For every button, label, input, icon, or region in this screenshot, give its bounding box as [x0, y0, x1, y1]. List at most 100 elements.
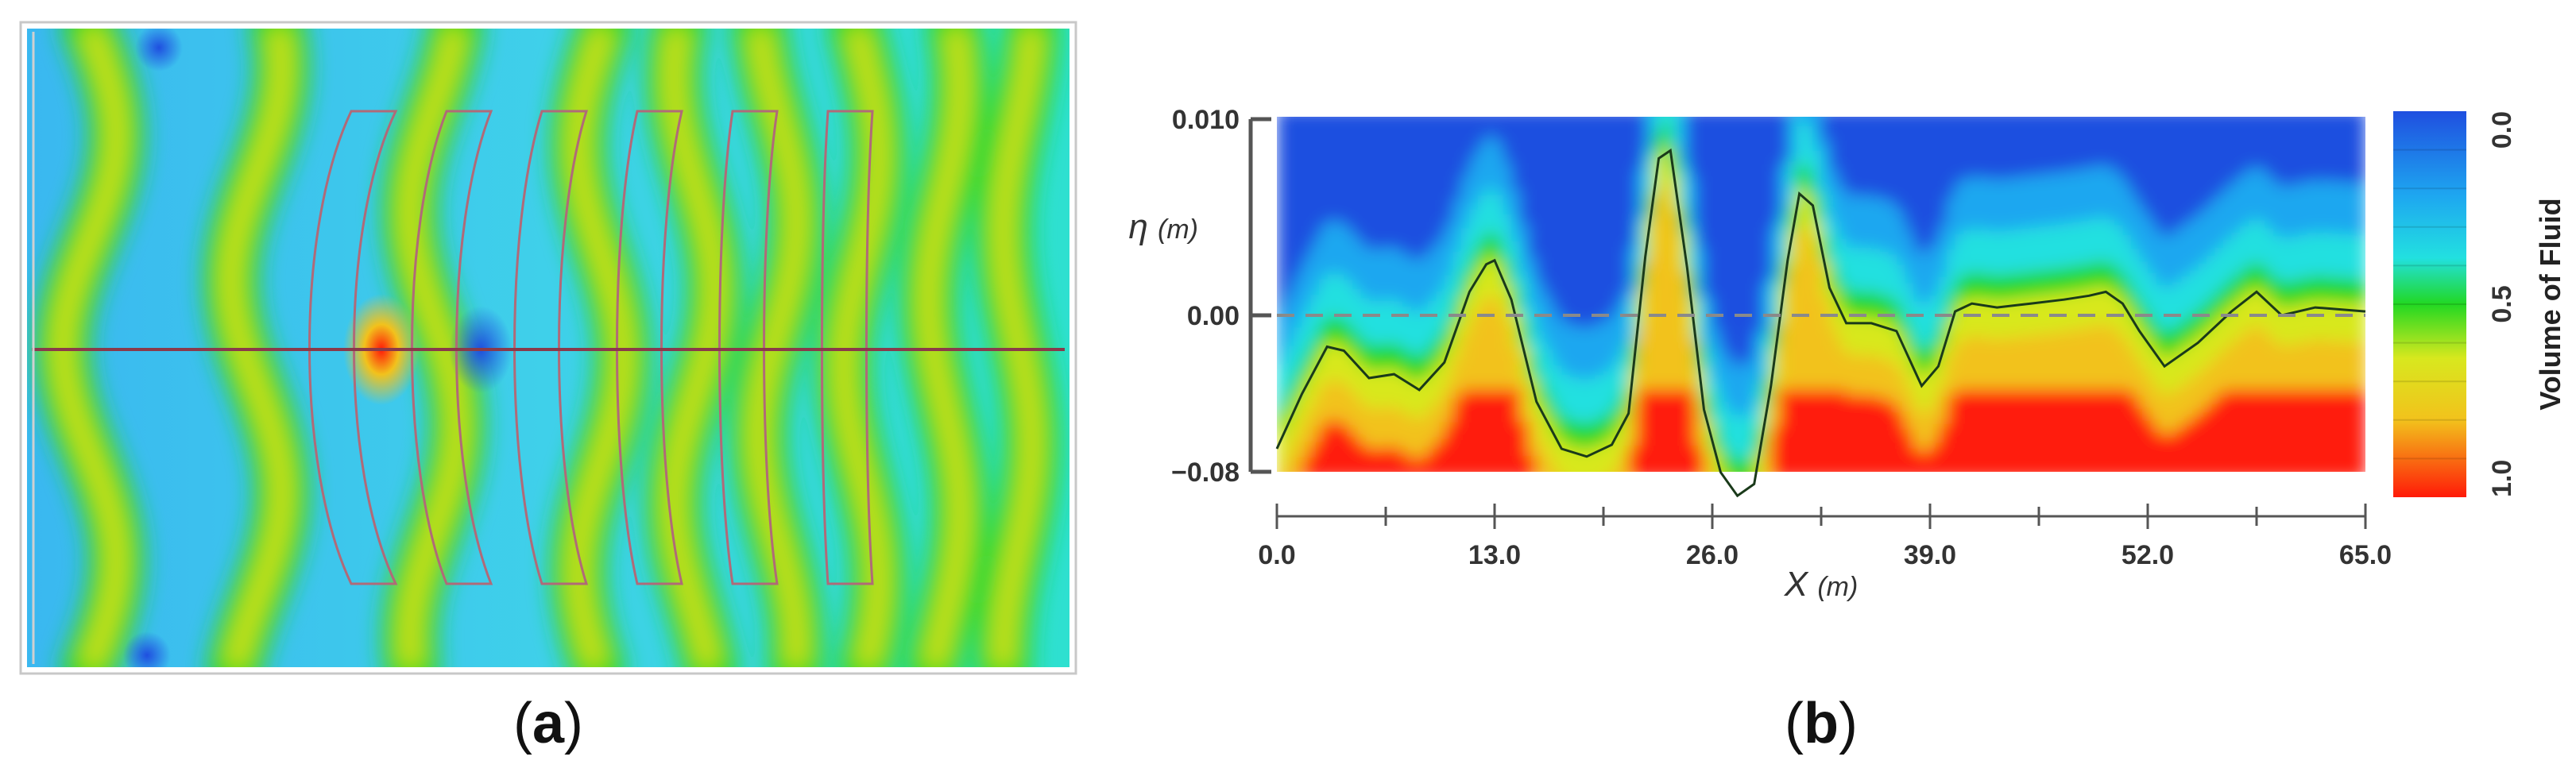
vof-cell	[1486, 256, 1495, 295]
vof-cell	[1988, 338, 1998, 389]
vof-cell	[1997, 117, 2006, 180]
vof-cell	[1327, 315, 1336, 342]
vof-cell	[2030, 334, 2040, 389]
vof-cell	[2298, 303, 2308, 342]
vof-cell	[1511, 389, 1521, 472]
vof-cell	[1611, 361, 1621, 406]
x-tick-label-2: 26.0	[1686, 540, 1739, 570]
vof-cell	[1921, 412, 1931, 453]
vof-cell	[1938, 117, 1947, 226]
vof-cell	[1469, 389, 1479, 472]
vof-cell	[1905, 117, 1914, 232]
vof-cell	[1963, 178, 1973, 230]
vof-cell	[1344, 387, 1353, 427]
vof-cell	[1318, 426, 1329, 472]
vof-cell	[1947, 198, 1956, 250]
vof-cell	[2348, 342, 2358, 389]
vof-cell	[2206, 402, 2216, 472]
vof-cell	[1352, 237, 1362, 289]
vof-cell	[1477, 264, 1487, 303]
vof-cell	[2080, 264, 2091, 291]
vof-cell	[1913, 408, 1923, 449]
vof-cell	[2298, 117, 2308, 183]
vof-cell	[1386, 368, 1395, 407]
vof-cell	[1988, 180, 1998, 232]
vof-cell	[2097, 217, 2107, 261]
vof-cell	[1971, 336, 1982, 389]
vof-cell	[1787, 230, 1797, 268]
colorbar-gradient	[2393, 111, 2466, 497]
vof-cell	[1888, 323, 1897, 362]
vof-cell	[1896, 372, 1906, 412]
vof-cell	[1687, 228, 1696, 272]
vof-cell	[1611, 405, 1621, 431]
vof-cell	[1661, 185, 1672, 389]
vof-cell	[2357, 279, 2365, 305]
vof-cell	[2130, 117, 2141, 198]
vof-cell	[1661, 147, 1672, 185]
vof-cell	[2198, 263, 2207, 307]
vof-cell	[2206, 255, 2216, 299]
vof-cell	[2097, 324, 2107, 389]
vof-cell	[2323, 117, 2333, 182]
vof-cell	[1804, 170, 1814, 195]
panel-a-frame	[19, 21, 1077, 675]
vof-cell	[2323, 276, 2333, 303]
vof-cell	[1277, 407, 1286, 434]
vof-cell	[1603, 479, 1613, 519]
vof-cell	[1821, 261, 1831, 299]
vof-cell	[1436, 399, 1445, 438]
vof-cell	[1302, 353, 1312, 380]
vof-cell	[1770, 322, 1781, 349]
vof-cell	[1318, 386, 1329, 427]
vof-cell	[2273, 343, 2283, 389]
vof-cell	[2130, 292, 2141, 319]
vof-cell	[1645, 150, 1655, 195]
vof-cell	[1310, 442, 1320, 472]
vof-cell	[1921, 253, 1931, 306]
vof-cell	[1963, 230, 1973, 274]
coldspot-bottom	[123, 631, 171, 667]
vof-cell	[1704, 457, 1713, 472]
vof-cell	[1536, 377, 1546, 403]
vof-cell	[1386, 299, 1395, 343]
vof-cell	[2106, 326, 2115, 389]
vof-cell	[1586, 448, 1596, 472]
vof-cell	[2114, 173, 2124, 226]
vof-cell	[2072, 291, 2082, 330]
vof-cell	[1410, 311, 1421, 356]
vof-cell	[1536, 441, 1546, 472]
vof-cell	[1419, 457, 1429, 472]
vof-cell	[1511, 310, 1521, 349]
vof-cell	[1460, 228, 1471, 272]
vof-cell	[1704, 419, 1713, 457]
vof-cell	[1862, 195, 1873, 248]
vof-cell	[1561, 418, 1571, 444]
vof-cell	[1896, 213, 1906, 265]
vof-cell	[2348, 117, 2358, 183]
vof-cell	[1838, 346, 1847, 389]
vof-cell	[1654, 158, 1663, 197]
vof-cell	[1377, 117, 1387, 249]
vof-cell	[1997, 180, 2006, 232]
vof-cell	[1360, 298, 1370, 342]
vof-cell	[1804, 126, 1814, 170]
vof-cell	[2164, 331, 2174, 357]
vof-cell	[2307, 389, 2316, 472]
vof-cell	[1611, 430, 1621, 469]
vof-cell	[1603, 117, 1613, 320]
vof-cell	[2257, 264, 2266, 290]
vof-cell	[1561, 443, 1571, 472]
vof-cell	[1988, 231, 1998, 276]
vof-cell	[1821, 235, 1831, 261]
vof-cell	[1980, 299, 1990, 338]
vof-cell	[2265, 272, 2274, 298]
vof-cell	[1360, 445, 1370, 472]
y-axis: 0.010 0.00 −0.08 η (m)	[1128, 105, 1271, 488]
vof-cell	[2122, 183, 2132, 235]
vof-cell	[1821, 389, 1831, 472]
vof-cell	[2039, 295, 2048, 334]
vof-cell	[1444, 422, 1454, 472]
vof-cell	[1402, 454, 1412, 472]
vof-cell	[1352, 435, 1362, 472]
